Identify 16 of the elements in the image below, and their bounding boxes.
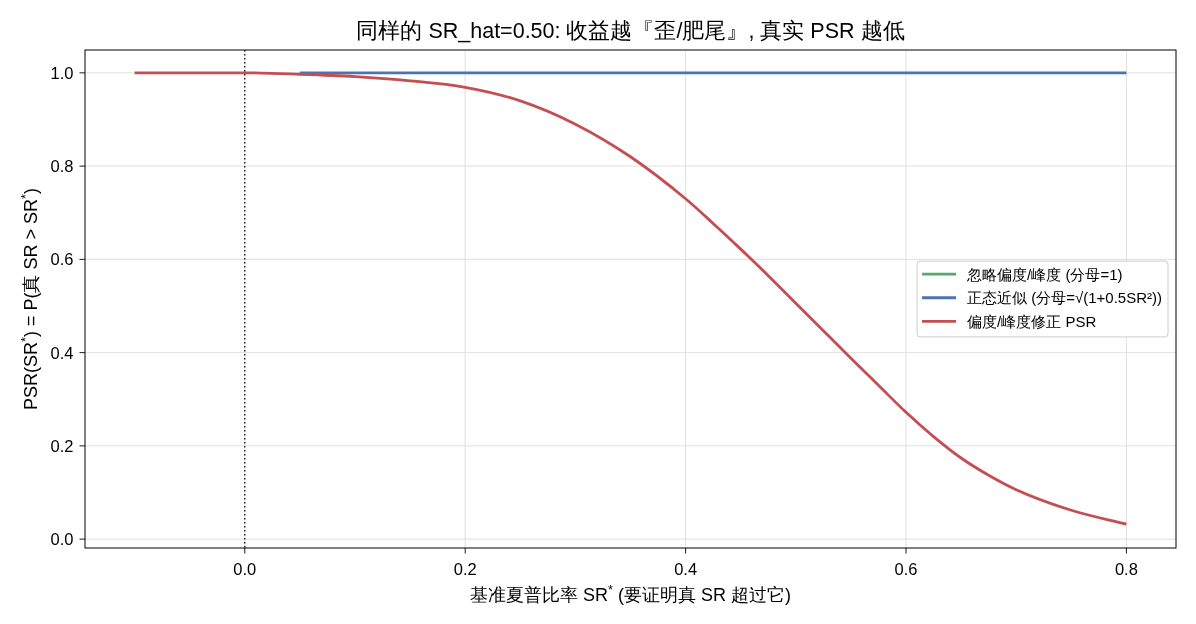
y-tick-label: 0.4 — [50, 343, 74, 362]
y-tick-label: 0.8 — [50, 157, 74, 176]
legend-label: 忽略偏度/峰度 (分母=1) — [966, 265, 1123, 283]
y-tick-label: 1.0 — [50, 63, 74, 82]
x-axis-title: 基准夏普比率 SR$^{*}$ (要证明真 SR 超过它) — [470, 583, 791, 605]
x-tick-label: 0.6 — [894, 559, 918, 578]
legend-label: 偏度/峰度修正 PSR — [967, 312, 1097, 330]
x-tick-label: 0.0 — [233, 559, 257, 578]
legend-label: 正态近似 (分母=√(1+0.5SR²)) — [967, 289, 1162, 307]
y-tick-label: 0.6 — [50, 250, 74, 269]
x-tick-label: 0.2 — [453, 559, 477, 578]
x-tick-label: 0.8 — [1114, 559, 1138, 578]
y-tick-label: 0.2 — [50, 436, 74, 455]
y-tick-label: 0.0 — [50, 530, 74, 549]
chart-title: 同样的 SR_hat=0.50: 收益越『歪/肥尾』, 真实 PSR 越低 — [356, 19, 905, 43]
x-tick-label: 0.4 — [674, 559, 698, 578]
